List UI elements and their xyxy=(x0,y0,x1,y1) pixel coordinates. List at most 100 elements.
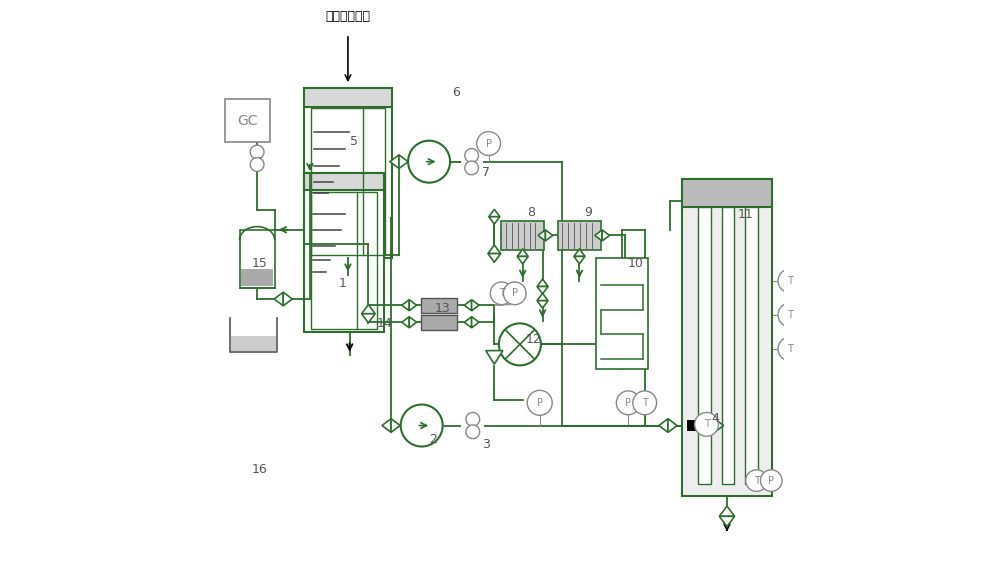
Circle shape xyxy=(466,413,480,426)
Circle shape xyxy=(503,282,526,305)
Polygon shape xyxy=(488,254,501,262)
Bar xyxy=(682,179,772,207)
Bar xyxy=(231,336,276,351)
Text: 2: 2 xyxy=(429,433,437,446)
Polygon shape xyxy=(705,419,714,433)
Polygon shape xyxy=(668,419,677,433)
Text: P: P xyxy=(768,476,774,485)
Polygon shape xyxy=(545,230,553,241)
Polygon shape xyxy=(283,292,292,306)
Polygon shape xyxy=(537,279,548,286)
Text: T: T xyxy=(787,276,793,286)
Text: 13: 13 xyxy=(435,302,450,315)
Bar xyxy=(687,420,699,431)
Circle shape xyxy=(499,323,541,366)
Polygon shape xyxy=(602,230,610,241)
Bar xyxy=(421,315,457,329)
Bar xyxy=(558,221,601,250)
Polygon shape xyxy=(574,249,585,257)
Text: 7: 7 xyxy=(482,166,490,179)
Polygon shape xyxy=(517,249,528,257)
Circle shape xyxy=(633,391,657,415)
Bar xyxy=(311,108,385,255)
Text: 16: 16 xyxy=(252,462,268,476)
Circle shape xyxy=(250,158,264,171)
Circle shape xyxy=(616,391,640,415)
Text: T: T xyxy=(754,476,759,485)
Text: 1: 1 xyxy=(338,277,346,289)
Circle shape xyxy=(527,390,552,415)
Polygon shape xyxy=(659,419,668,433)
Text: T: T xyxy=(787,344,793,354)
Text: P: P xyxy=(625,398,631,408)
Polygon shape xyxy=(362,314,375,323)
Polygon shape xyxy=(574,257,585,264)
Text: P: P xyxy=(486,139,492,148)
Polygon shape xyxy=(538,230,545,241)
Circle shape xyxy=(250,145,264,159)
Text: 12: 12 xyxy=(526,333,541,346)
Polygon shape xyxy=(472,317,479,328)
Polygon shape xyxy=(472,300,479,311)
Polygon shape xyxy=(274,292,283,306)
Text: GC: GC xyxy=(237,113,258,128)
Bar xyxy=(240,230,275,288)
Polygon shape xyxy=(382,419,391,433)
Polygon shape xyxy=(409,317,417,328)
Polygon shape xyxy=(489,209,500,217)
Polygon shape xyxy=(486,351,503,364)
Bar xyxy=(311,192,377,329)
Circle shape xyxy=(746,470,767,491)
Text: P: P xyxy=(512,288,518,299)
Polygon shape xyxy=(409,300,417,311)
Polygon shape xyxy=(402,317,409,328)
Bar xyxy=(501,221,544,250)
Text: T: T xyxy=(499,288,505,299)
Polygon shape xyxy=(390,155,399,168)
Text: T: T xyxy=(642,398,648,408)
Circle shape xyxy=(778,337,802,361)
Polygon shape xyxy=(391,419,400,433)
Bar xyxy=(304,88,392,107)
Text: 6: 6 xyxy=(452,87,460,99)
Bar xyxy=(596,258,648,369)
Text: 5: 5 xyxy=(350,135,358,148)
Circle shape xyxy=(408,140,450,183)
Text: 4: 4 xyxy=(711,411,719,425)
Text: 10: 10 xyxy=(628,257,644,270)
Polygon shape xyxy=(537,301,548,308)
Bar xyxy=(241,269,273,286)
Polygon shape xyxy=(488,245,501,254)
Polygon shape xyxy=(719,516,735,527)
Polygon shape xyxy=(595,230,602,241)
Circle shape xyxy=(401,405,443,446)
Circle shape xyxy=(778,269,802,293)
Polygon shape xyxy=(464,317,472,328)
Circle shape xyxy=(760,470,782,491)
Circle shape xyxy=(465,161,478,175)
Text: 9: 9 xyxy=(584,206,592,218)
Polygon shape xyxy=(362,305,375,314)
Text: 11: 11 xyxy=(737,209,753,221)
Bar xyxy=(304,173,384,332)
Bar xyxy=(745,207,758,484)
Text: P: P xyxy=(537,398,543,408)
Bar xyxy=(698,207,711,484)
Circle shape xyxy=(466,425,480,439)
Bar xyxy=(722,207,734,484)
Text: 3: 3 xyxy=(482,438,490,451)
Bar xyxy=(304,88,392,258)
Circle shape xyxy=(490,282,513,305)
Polygon shape xyxy=(489,217,500,224)
Bar xyxy=(225,99,270,142)
Polygon shape xyxy=(464,300,472,311)
Circle shape xyxy=(778,303,802,327)
Text: 15: 15 xyxy=(252,257,268,270)
Text: T: T xyxy=(787,310,793,320)
Bar xyxy=(682,179,772,496)
Bar xyxy=(304,88,392,107)
Bar xyxy=(304,173,384,190)
Text: 8: 8 xyxy=(527,206,535,218)
Polygon shape xyxy=(714,419,724,433)
Text: T: T xyxy=(704,419,709,429)
